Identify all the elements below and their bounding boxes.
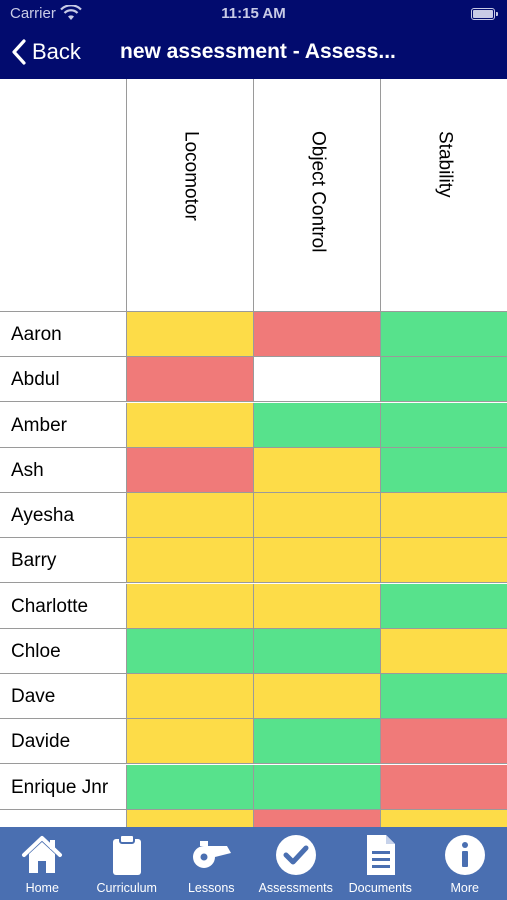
assessment-cell-locomotor[interactable] bbox=[126, 447, 254, 493]
assessment-cell-locomotor[interactable] bbox=[126, 674, 254, 719]
column-header-label: Stability bbox=[434, 131, 456, 198]
table-row: Amber bbox=[0, 402, 507, 448]
info-icon bbox=[444, 835, 485, 875]
student-name: Barry bbox=[0, 538, 127, 584]
battery-icon bbox=[471, 8, 498, 20]
table-row: Abdul bbox=[0, 357, 507, 403]
assessment-cell-locomotor[interactable] bbox=[126, 493, 254, 538]
assessment-cell-object-control[interactable] bbox=[253, 583, 381, 629]
assessment-cell-object-control[interactable] bbox=[253, 447, 381, 493]
tab-label: Assessments bbox=[258, 881, 333, 895]
column-header-locomotor: Locomotor bbox=[126, 79, 254, 312]
assessment-cell-object-control[interactable] bbox=[253, 764, 381, 810]
assessment-cell-object-control[interactable] bbox=[253, 402, 381, 448]
tab-bar: Home Curriculum Lessons Assessments bbox=[0, 827, 507, 900]
assessment-cell-stability[interactable] bbox=[380, 764, 507, 810]
student-name: Ayesha bbox=[0, 493, 127, 538]
assessment-cell-stability[interactable] bbox=[380, 357, 507, 403]
student-name: Chloe bbox=[0, 629, 127, 674]
column-header-label: Object Control bbox=[307, 131, 329, 253]
assessment-cell-locomotor[interactable] bbox=[126, 538, 254, 584]
assessment-cell-stability[interactable] bbox=[380, 493, 507, 538]
assessment-cell-locomotor[interactable] bbox=[126, 357, 254, 403]
clipboard-icon bbox=[112, 834, 141, 875]
assessment-cell-stability[interactable] bbox=[380, 628, 507, 674]
assessment-cell-stability[interactable] bbox=[380, 447, 507, 493]
assessment-cell-stability[interactable] bbox=[380, 719, 507, 765]
assessment-cell-object-control[interactable] bbox=[253, 674, 381, 719]
check-circle-icon bbox=[275, 835, 316, 875]
assessment-cell-locomotor[interactable] bbox=[126, 583, 254, 629]
assessment-cell-locomotor[interactable] bbox=[126, 809, 254, 827]
assessment-cell-stability[interactable] bbox=[380, 583, 507, 629]
student-name bbox=[0, 810, 127, 827]
back-button[interactable]: Back bbox=[10, 36, 81, 68]
assessment-cell-locomotor[interactable] bbox=[126, 764, 254, 810]
column-header-label: Locomotor bbox=[180, 131, 202, 221]
table-row: Ayesha bbox=[0, 493, 507, 538]
table-row: Enrique Jnr bbox=[0, 764, 507, 810]
table-row: Chloe bbox=[0, 628, 507, 674]
assessment-cell-object-control[interactable] bbox=[253, 538, 381, 584]
student-name: Dave bbox=[0, 674, 127, 719]
tab-assessments[interactable]: Assessments bbox=[254, 827, 339, 900]
assessment-cell-object-control[interactable] bbox=[253, 809, 381, 827]
tab-label: Curriculum bbox=[96, 881, 157, 895]
table-row: Charlotte bbox=[0, 583, 507, 629]
assessment-cell-locomotor[interactable] bbox=[126, 312, 254, 357]
assessment-cell-stability[interactable] bbox=[380, 809, 507, 827]
column-header-object-control: Object Control bbox=[253, 79, 381, 312]
tab-more[interactable]: More bbox=[423, 827, 507, 900]
assessment-cell-stability[interactable] bbox=[380, 402, 507, 448]
student-name: Abdul bbox=[0, 357, 127, 403]
assessment-cell-locomotor[interactable] bbox=[126, 719, 254, 765]
assessment-cell-object-control[interactable] bbox=[253, 493, 381, 538]
tab-curriculum[interactable]: Curriculum bbox=[85, 827, 170, 900]
tab-lessons[interactable]: Lessons bbox=[169, 827, 254, 900]
chevron-left-icon bbox=[12, 39, 26, 65]
tab-label: Home bbox=[25, 881, 59, 895]
whistle-icon bbox=[193, 841, 232, 868]
navigation-bar: Carrier 11:15 AM Back new assessment - A… bbox=[0, 0, 507, 79]
table-row: Aaron bbox=[0, 312, 507, 357]
column-header-row: Locomotor Object Control Stability bbox=[0, 79, 507, 312]
student-name: Enrique Jnr bbox=[0, 765, 127, 810]
page-title: new assessment - Assess... bbox=[120, 40, 396, 63]
assessment-cell-object-control[interactable] bbox=[253, 719, 381, 765]
table-row bbox=[0, 809, 507, 827]
table-row: Barry bbox=[0, 538, 507, 584]
assessment-cell-locomotor[interactable] bbox=[126, 628, 254, 674]
assessment-cell-object-control[interactable] bbox=[253, 312, 381, 357]
column-header-stability: Stability bbox=[380, 79, 507, 312]
home-icon bbox=[22, 836, 63, 873]
student-name: Amber bbox=[0, 403, 127, 448]
clock: 11:15 AM bbox=[221, 5, 286, 22]
assessment-cell-stability[interactable] bbox=[380, 538, 507, 584]
assessment-cell-object-control[interactable] bbox=[253, 628, 381, 674]
student-name: Ash bbox=[0, 448, 127, 493]
table-row: Ash bbox=[0, 447, 507, 493]
assessment-grid[interactable]: Locomotor Object Control Stability Aaron… bbox=[0, 79, 507, 827]
document-icon bbox=[367, 835, 396, 875]
assessment-cell-object-control[interactable] bbox=[253, 357, 381, 403]
wifi-icon bbox=[60, 5, 82, 20]
carrier-label: Carrier bbox=[10, 5, 56, 22]
tab-label: More bbox=[450, 881, 479, 895]
table-row: Dave bbox=[0, 674, 507, 719]
status-bar: Carrier 11:15 AM bbox=[0, 0, 507, 28]
tab-home[interactable]: Home bbox=[0, 827, 85, 900]
student-name: Charlotte bbox=[0, 584, 127, 629]
tab-label: Lessons bbox=[187, 881, 235, 895]
student-name: Davide bbox=[0, 719, 127, 765]
tab-documents[interactable]: Documents bbox=[338, 827, 423, 900]
assessment-cell-stability[interactable] bbox=[380, 312, 507, 357]
tab-label: Documents bbox=[348, 881, 412, 895]
assessment-cell-stability[interactable] bbox=[380, 674, 507, 719]
table-row: Davide bbox=[0, 719, 507, 765]
assessment-cell-locomotor[interactable] bbox=[126, 402, 254, 448]
back-label: Back bbox=[32, 39, 81, 64]
student-name: Aaron bbox=[0, 312, 127, 357]
